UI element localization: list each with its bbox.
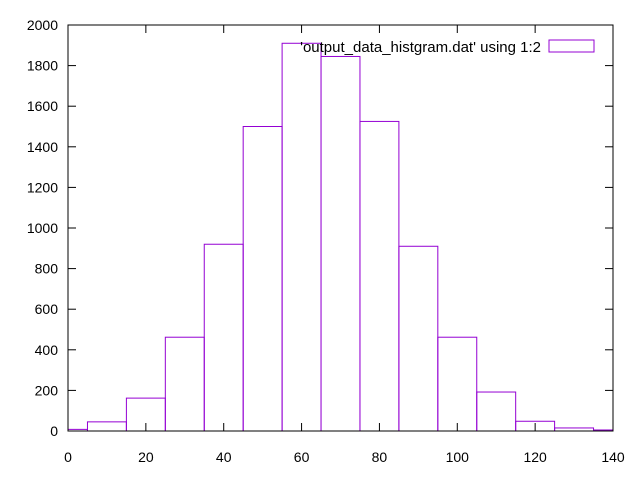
histogram-bar bbox=[86, 421, 127, 432]
y-tick-label: 800 bbox=[35, 261, 59, 277]
histogram-bar bbox=[359, 120, 400, 432]
y-tick-label: 1600 bbox=[27, 98, 58, 114]
y-tick-label: 1400 bbox=[27, 139, 58, 155]
x-tick-label: 60 bbox=[294, 449, 310, 465]
legend-label: 'output_data_histgram.dat' using 1:2 bbox=[300, 39, 541, 56]
y-tick-label: 1800 bbox=[27, 58, 58, 74]
histogram-bar bbox=[242, 126, 283, 432]
x-tick-label: 100 bbox=[446, 449, 470, 465]
y-tick-label: 400 bbox=[35, 342, 59, 358]
y-tick-label: 2000 bbox=[27, 17, 58, 33]
x-tick-label: 20 bbox=[138, 449, 154, 465]
y-tick-label: 0 bbox=[50, 423, 58, 439]
legend: 'output_data_histgram.dat' using 1:2 bbox=[300, 39, 595, 56]
x-tick-label: 120 bbox=[523, 449, 547, 465]
histogram-bar bbox=[476, 391, 517, 432]
x-tick-label: 140 bbox=[601, 449, 625, 465]
histogram-bar bbox=[320, 55, 361, 432]
y-tick-label: 600 bbox=[35, 301, 59, 317]
plot-area-frame bbox=[67, 24, 614, 432]
histogram-bar bbox=[398, 245, 439, 432]
x-tick-label: 0 bbox=[64, 449, 72, 465]
x-tick-label: 80 bbox=[372, 449, 388, 465]
y-tick-label: 1200 bbox=[27, 179, 58, 195]
bars-layer bbox=[67, 42, 614, 432]
histogram-bar bbox=[164, 336, 205, 432]
histogram-bar bbox=[203, 243, 244, 432]
legend-swatch bbox=[548, 39, 595, 53]
histogram-bar bbox=[281, 42, 322, 432]
y-tick-label: 200 bbox=[35, 382, 59, 398]
axis-ticks: 0 200 400 600 800 1000 1200 1400 1600 1800 2000 0 20… bbox=[27, 17, 625, 465]
y-tick-label: 1000 bbox=[27, 220, 58, 236]
x-tick-label: 40 bbox=[216, 449, 232, 465]
histogram-bar bbox=[437, 336, 478, 432]
